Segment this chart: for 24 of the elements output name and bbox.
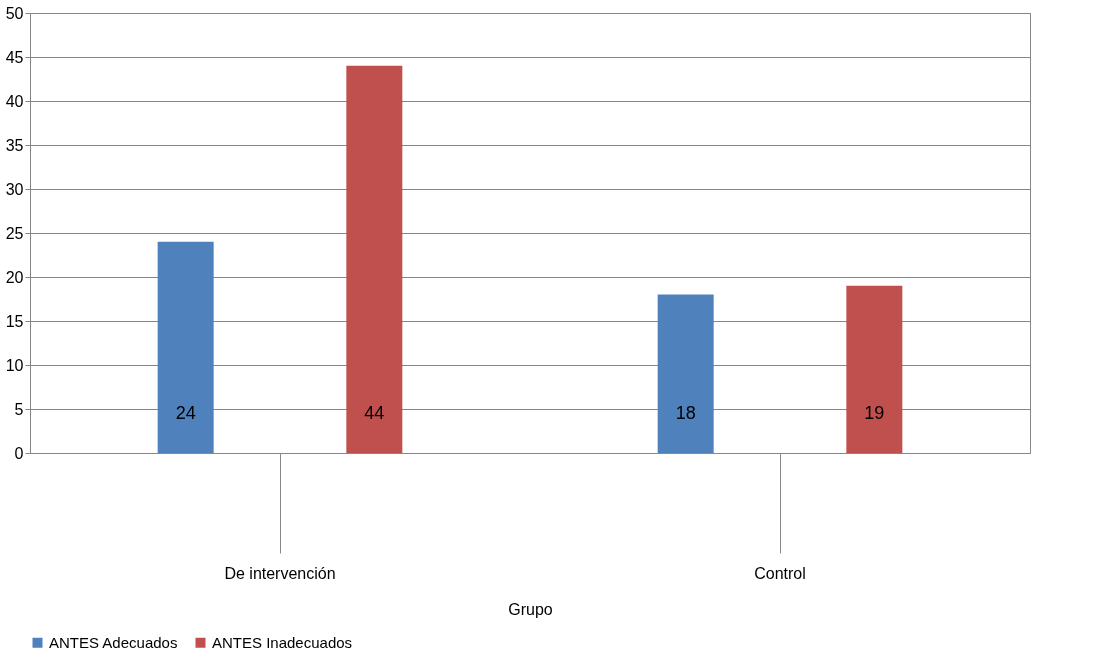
y-tick-label: 20 (5, 268, 24, 286)
bar (657, 294, 714, 453)
legend-label: ANTES Inadecuados (212, 633, 353, 651)
y-tick-label: 40 (5, 92, 24, 110)
data-label: 24 (175, 403, 196, 423)
data-label: 44 (364, 403, 385, 423)
bar (846, 285, 903, 453)
y-tick-label: 5 (14, 400, 24, 418)
y-tick-label: 45 (5, 48, 24, 66)
y-tick-label: 35 (5, 136, 24, 154)
x-axis-title: Grupo (508, 600, 553, 618)
data-label: 18 (675, 403, 696, 423)
x-tick-label: Control (754, 564, 806, 582)
y-tick-label: 0 (14, 444, 24, 462)
data-label: 19 (864, 403, 885, 423)
y-tick-label: 15 (5, 312, 24, 330)
y-tick-label: 10 (5, 356, 24, 374)
x-tick-label: De intervención (224, 564, 336, 582)
y-tick-label: 50 (5, 4, 24, 22)
bar (346, 65, 403, 453)
y-tick-label: 30 (5, 180, 24, 198)
legend-label: ANTES Adecuados (49, 633, 178, 651)
bar (157, 241, 214, 453)
y-tick-label: 25 (5, 224, 24, 242)
